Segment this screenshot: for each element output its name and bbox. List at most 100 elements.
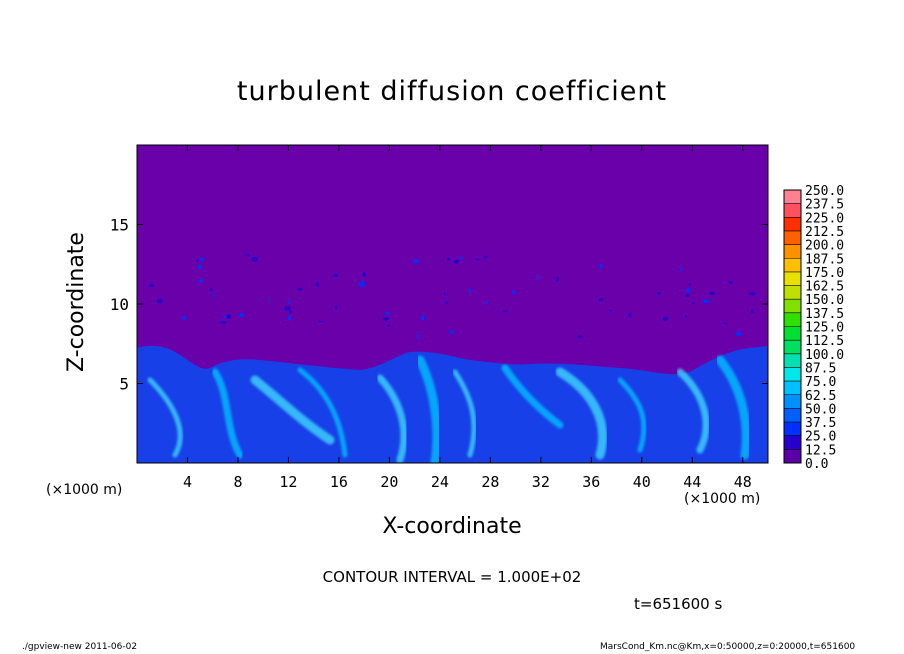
blob [198,278,203,283]
x-tick-label: 4 [183,473,192,491]
colorbar-label: 175.0 [805,266,844,281]
colorbar-swatch [784,367,801,382]
swirl-stroke [415,355,442,463]
colorbar-label: 25.0 [805,430,836,445]
blob [657,292,662,295]
y-tick-label: 15 [110,216,129,235]
blob [702,299,710,304]
x-tick-label: 16 [330,473,348,491]
swirl-stroke [297,367,348,458]
swirl-stroke [250,375,335,445]
blob [416,334,420,338]
colorbar-swatch [784,422,801,436]
blob [485,301,489,305]
swirl-stroke [147,377,183,458]
blob [556,276,559,282]
colorbar-label: 87.5 [805,361,836,376]
blob [609,309,612,312]
colorbar-swatch [784,326,801,341]
blob [362,272,366,277]
colorbar-swatch [784,230,801,245]
blob [535,276,540,279]
swirl-stroke [555,367,608,460]
x-tick-label: 8 [233,473,242,491]
x-tick-label: 48 [734,473,752,491]
colorbar-swatch [784,271,801,286]
colorbar-label: 0.0 [805,457,828,472]
blob [181,316,187,320]
blob [287,300,291,303]
colorbar-label: 62.5 [805,389,836,404]
blob [220,321,227,324]
blob [387,324,390,327]
colorbar-swatch [784,203,801,218]
colorbar-label: 225.0 [805,211,844,226]
blob [226,314,232,319]
blob [723,322,727,325]
blob [383,317,390,321]
blob [267,299,272,301]
blob [286,324,289,327]
blob [333,273,339,278]
swirl-stroke [676,368,710,454]
blob [692,302,695,305]
footer-right: MarsCond_Km.nc@Km,x=0:50000,z=0:20000,t=… [600,642,856,652]
blob [318,320,324,323]
blob [688,283,692,286]
blob [577,335,583,339]
blob [412,259,420,264]
blob [198,264,203,270]
blob [209,287,213,291]
colorbar-swatch [784,340,801,355]
blob [468,288,472,294]
blob [662,316,668,322]
blob [289,310,292,314]
blob [156,298,163,304]
blob [447,257,451,262]
colorbar-label: 12.5 [805,443,836,458]
x-tick-label: 12 [279,473,297,491]
blob [284,305,291,311]
x-tick-label: 36 [582,473,600,491]
colorbar-swatch [784,217,801,232]
colorbar-swatch [784,312,801,327]
blob [315,282,320,287]
blob [445,301,448,304]
blob [685,314,688,318]
blob [475,258,480,261]
swirl-stroke [501,364,564,429]
colorbar-label: 200.0 [805,239,844,254]
x-axis: 4 8 12 16 20 24 28 32 36 40 44 48 [183,145,752,491]
colorbar: 0.012.525.037.550.062.575.087.5100.0112.… [783,184,844,472]
colorbar-swatch [784,190,801,204]
y-tick-label: 5 [119,375,129,394]
blob [484,255,488,259]
blob [287,315,292,321]
blob [511,290,516,295]
swirl-stroke [376,374,408,463]
blob [598,297,604,302]
colorbar-label: 125.0 [805,321,844,336]
contour-interval: CONTOUR INTERVAL = 1.000E+02 [322,568,582,586]
blob [599,264,603,269]
chart-title: turbulent diffusion coefficient [236,76,668,107]
blob [200,257,205,262]
blob [685,293,689,297]
blob [358,282,366,287]
blob [449,330,455,334]
swirl-stroke [715,355,751,460]
blob [680,266,683,272]
time-label: t=651600 s [634,595,723,613]
colorbar-label: 50.0 [805,402,836,417]
colorbar-label: 187.5 [805,252,844,267]
blob [421,315,425,321]
blob [221,316,228,318]
swirl-stroke [452,369,477,458]
turbulent-layer [137,345,768,463]
x-tick-label: 20 [380,473,398,491]
blob [245,254,251,257]
colorbar-label: 112.5 [805,334,844,349]
blob [196,259,200,263]
blob [148,284,154,288]
colorbar-label: 212.5 [805,225,844,240]
